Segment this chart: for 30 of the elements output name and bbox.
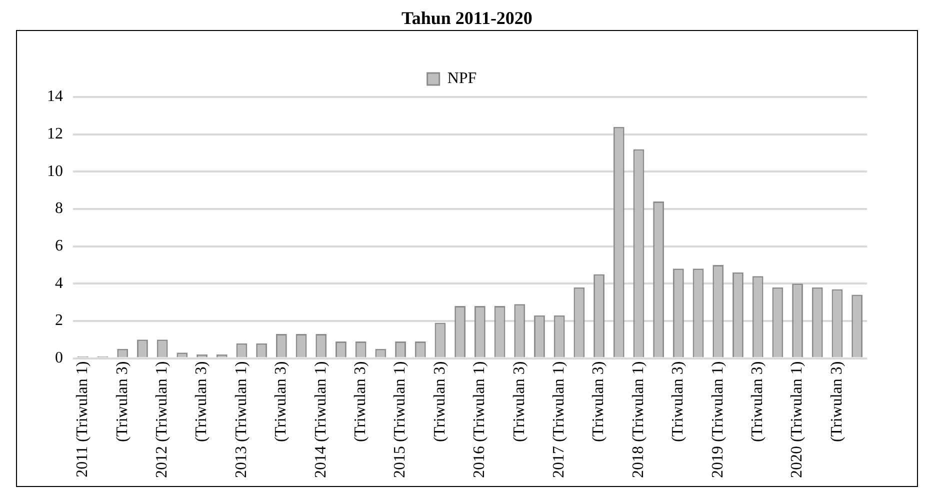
x-tick-label: 2018 (Triwulan 1) (630, 361, 647, 478)
y-tick-label: 0 (55, 349, 63, 366)
x-tick-label: (Triwulan 3) (431, 361, 448, 442)
x-tick-label: (Triwulan 3) (670, 361, 687, 442)
chart-title: Tahun 2011-2020 (400, 8, 534, 30)
y-tick-label: 4 (55, 274, 63, 292)
x-tick-label: 2016 (Triwulan 1) (471, 361, 488, 478)
x-tick-label: 2020 (Triwulan 1) (788, 361, 806, 478)
x-tick-label: 2017 (Triwulan 1) (550, 361, 568, 478)
legend-label: NPF (447, 70, 477, 88)
x-tick-label: 2019 (Triwulan 1) (709, 361, 726, 478)
x-tick-label: 2015 (Triwulan 1) (392, 361, 409, 478)
x-tick-label: 2011 (Triwulan 1) (74, 361, 92, 478)
x-tick-label: (Triwulan 3) (272, 361, 290, 442)
x-tick-label: 2013 (Triwulan 1) (232, 361, 250, 478)
x-tick-label: (Triwulan 3) (749, 361, 766, 442)
y-tick-label: 10 (47, 162, 63, 180)
y-tick-label: 2 (55, 312, 63, 330)
x-tick-label: 2012 (Triwulan 1) (154, 361, 171, 478)
y-tick-label: 14 (47, 88, 63, 106)
y-tick-label: 12 (47, 126, 63, 143)
x-tick-label: (Triwulan 3) (828, 361, 846, 442)
x-tick-label: (Triwulan 3) (114, 361, 131, 442)
y-tick-label: 6 (55, 237, 63, 254)
x-tick-label: 2014 (Triwulan 1) (312, 361, 330, 478)
x-tick-label: (Triwulan 3) (193, 361, 210, 442)
x-tick-label: (Triwulan 3) (510, 361, 528, 442)
x-tick-label: (Triwulan 3) (352, 361, 370, 442)
x-tick-label: (Triwulan 3) (590, 361, 608, 442)
y-tick-label: 8 (55, 200, 63, 218)
